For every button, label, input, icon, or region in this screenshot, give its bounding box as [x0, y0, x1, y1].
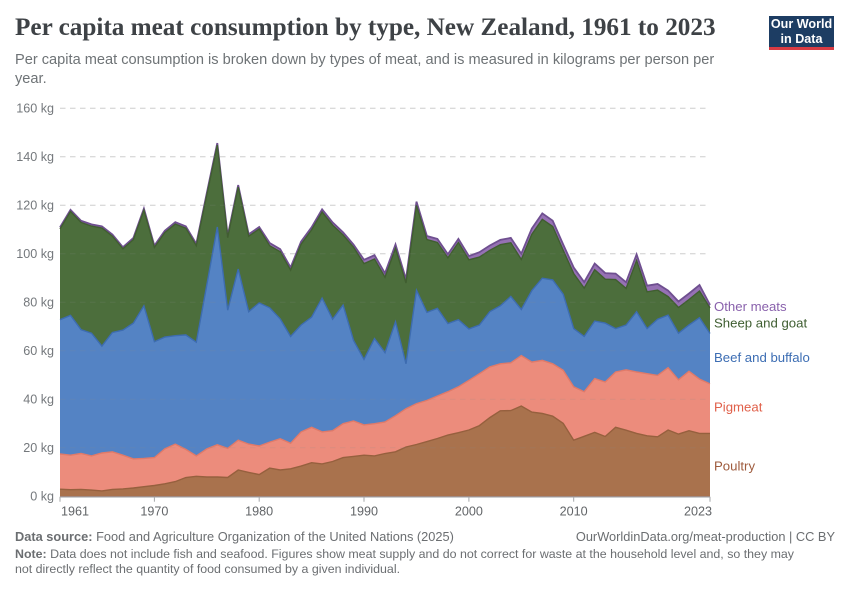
- svg-text:0 kg: 0 kg: [30, 490, 54, 504]
- svg-text:120 kg: 120 kg: [16, 199, 54, 213]
- svg-text:Other meats: Other meats: [714, 299, 787, 314]
- svg-text:80 kg: 80 kg: [23, 296, 54, 310]
- svg-text:Beef and buffalo: Beef and buffalo: [714, 350, 810, 365]
- svg-text:1990: 1990: [350, 505, 378, 519]
- svg-text:60 kg: 60 kg: [23, 344, 54, 358]
- svg-text:160 kg: 160 kg: [16, 102, 54, 116]
- svg-text:40 kg: 40 kg: [23, 393, 54, 407]
- svg-text:2010: 2010: [560, 505, 588, 519]
- svg-text:Poultry: Poultry: [714, 458, 755, 473]
- svg-text:100 kg: 100 kg: [16, 247, 54, 261]
- svg-text:20 kg: 20 kg: [23, 441, 54, 455]
- svg-text:1980: 1980: [245, 505, 273, 519]
- svg-text:2023: 2023: [684, 505, 712, 519]
- svg-text:2000: 2000: [455, 505, 483, 519]
- svg-text:140 kg: 140 kg: [16, 150, 54, 164]
- svg-text:Pigmeat: Pigmeat: [714, 400, 763, 415]
- svg-text:Sheep and goat: Sheep and goat: [714, 315, 807, 330]
- svg-text:1970: 1970: [140, 505, 168, 519]
- svg-text:1961: 1961: [61, 505, 89, 519]
